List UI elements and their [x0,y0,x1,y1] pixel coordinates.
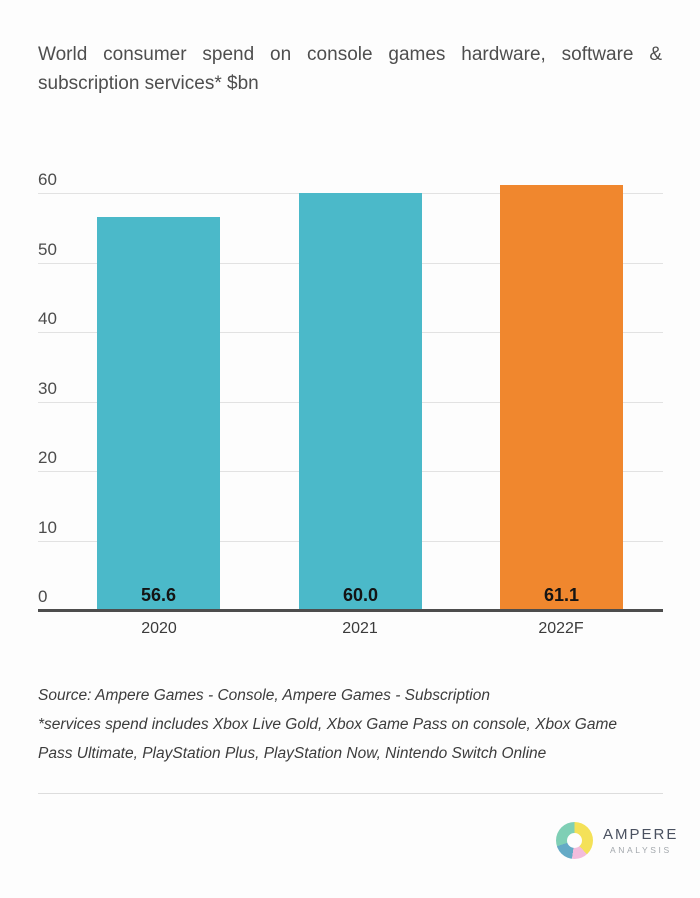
logo-text: AMPERE ANALYSIS [603,826,678,855]
footer-divider [38,793,663,794]
footnote-line-1: *services spend includes Xbox Live Gold,… [38,716,617,733]
bar-2020 [97,217,220,610]
x-tick-label-2020: 2020 [141,620,177,637]
bar-value-label-2021: 60.0 [342,585,379,605]
y-tick-label-10: 10 [38,517,57,537]
ampere-analysis-logo: AMPERE ANALYSIS [556,822,678,859]
bar-value-label-2020: 56.6 [140,585,177,605]
y-tick-label-40: 40 [38,309,57,328]
source-line: Source: Ampere Games - Console, Ampere G… [38,687,490,704]
x-tick-label-2022F: 2022F [538,620,584,637]
logo-subtext: ANALYSIS [610,845,672,855]
footnote-line-2: Pass Ultimate, PlayStation Plus, PlaySta… [38,745,547,762]
logo-wordmark: AMPERE [603,826,679,843]
y-tick-label-20: 20 [38,448,57,467]
y-tick-label-30: 30 [38,378,57,398]
y-tick-label-60: 60 [38,170,57,189]
donut-chart-icon [556,822,593,859]
chart-title: World consumer spend on console games ha… [38,40,662,98]
chart-title-line-1: World consumer spend on console games ha… [38,44,662,65]
bar-2021 [299,193,422,610]
bar-value-label-2022F: 61.1 [543,585,580,605]
x-axis-line [38,609,663,612]
y-tick-label-0: 0 [38,587,48,606]
source-note: Source: Ampere Games - Console, Ampere G… [38,681,662,768]
chart-title-line-2: subscription services* $bn [38,73,259,94]
x-tick-label-2021: 2021 [342,620,378,637]
y-tick-label-50: 50 [38,239,57,259]
bar-2022F [500,185,623,610]
